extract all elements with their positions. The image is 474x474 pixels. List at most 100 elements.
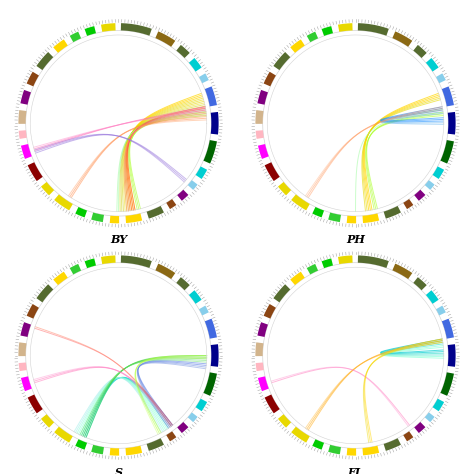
Polygon shape: [264, 394, 280, 413]
Polygon shape: [358, 23, 389, 36]
Polygon shape: [363, 446, 379, 456]
Polygon shape: [211, 112, 219, 135]
Polygon shape: [258, 376, 269, 391]
Polygon shape: [291, 427, 310, 443]
Polygon shape: [27, 72, 39, 86]
Polygon shape: [273, 52, 290, 70]
Polygon shape: [70, 264, 81, 274]
Polygon shape: [273, 284, 290, 302]
Polygon shape: [312, 439, 324, 450]
Polygon shape: [126, 213, 142, 223]
Polygon shape: [177, 190, 188, 201]
Polygon shape: [166, 431, 176, 441]
Polygon shape: [255, 130, 264, 139]
Polygon shape: [109, 448, 119, 456]
Polygon shape: [199, 73, 209, 83]
Polygon shape: [346, 216, 356, 223]
Polygon shape: [27, 162, 43, 181]
Polygon shape: [358, 255, 389, 268]
Polygon shape: [188, 180, 198, 190]
Polygon shape: [36, 52, 53, 70]
Polygon shape: [84, 26, 96, 36]
Text: BY: BY: [110, 234, 127, 245]
Polygon shape: [196, 166, 207, 179]
Polygon shape: [91, 212, 104, 222]
Polygon shape: [440, 140, 454, 164]
Polygon shape: [403, 431, 413, 441]
Polygon shape: [440, 372, 454, 396]
Polygon shape: [199, 306, 209, 316]
Polygon shape: [121, 255, 152, 268]
Polygon shape: [328, 445, 341, 455]
Polygon shape: [255, 110, 264, 124]
Polygon shape: [75, 207, 87, 218]
Polygon shape: [392, 31, 412, 47]
Polygon shape: [321, 26, 333, 36]
Polygon shape: [121, 23, 152, 36]
Polygon shape: [203, 140, 217, 164]
Polygon shape: [338, 255, 353, 264]
Text: S: S: [115, 466, 122, 474]
Polygon shape: [70, 32, 81, 42]
Polygon shape: [413, 45, 427, 58]
Polygon shape: [264, 304, 276, 319]
Polygon shape: [291, 194, 310, 210]
Polygon shape: [18, 363, 27, 371]
Polygon shape: [146, 206, 164, 219]
Polygon shape: [403, 199, 413, 209]
Polygon shape: [126, 446, 142, 456]
Polygon shape: [41, 182, 54, 195]
Polygon shape: [188, 412, 198, 422]
Polygon shape: [176, 277, 190, 290]
Polygon shape: [18, 130, 27, 139]
Polygon shape: [278, 182, 291, 195]
Polygon shape: [205, 86, 217, 107]
Polygon shape: [448, 112, 456, 135]
Polygon shape: [436, 306, 446, 316]
Polygon shape: [53, 272, 68, 285]
Polygon shape: [53, 39, 68, 53]
Polygon shape: [278, 414, 291, 428]
Text: PH: PH: [346, 234, 365, 245]
Polygon shape: [346, 448, 356, 456]
Polygon shape: [414, 422, 425, 433]
Polygon shape: [290, 39, 305, 53]
Polygon shape: [442, 86, 454, 107]
Polygon shape: [20, 90, 31, 105]
Polygon shape: [255, 363, 264, 371]
Polygon shape: [363, 213, 379, 223]
Polygon shape: [21, 144, 32, 159]
Polygon shape: [257, 90, 268, 105]
Polygon shape: [101, 255, 116, 264]
Polygon shape: [189, 290, 201, 304]
Polygon shape: [307, 32, 318, 42]
Polygon shape: [196, 399, 207, 411]
Polygon shape: [321, 258, 333, 268]
Polygon shape: [433, 166, 444, 179]
Polygon shape: [36, 284, 53, 302]
Polygon shape: [307, 264, 318, 274]
Polygon shape: [264, 72, 276, 86]
Polygon shape: [211, 344, 219, 367]
Polygon shape: [84, 258, 96, 268]
Polygon shape: [413, 277, 427, 290]
Polygon shape: [442, 319, 454, 339]
Polygon shape: [177, 422, 188, 433]
Polygon shape: [433, 399, 444, 411]
Polygon shape: [392, 264, 412, 279]
Polygon shape: [18, 342, 27, 356]
Polygon shape: [21, 376, 32, 391]
Polygon shape: [436, 73, 446, 83]
Polygon shape: [338, 23, 353, 32]
Polygon shape: [203, 372, 217, 396]
Polygon shape: [448, 344, 456, 367]
Polygon shape: [75, 439, 87, 450]
Polygon shape: [255, 342, 264, 356]
Polygon shape: [264, 162, 280, 181]
Polygon shape: [91, 445, 104, 455]
Polygon shape: [425, 180, 435, 190]
Polygon shape: [189, 58, 201, 72]
Polygon shape: [425, 412, 435, 422]
Polygon shape: [166, 199, 176, 209]
Polygon shape: [328, 212, 341, 222]
